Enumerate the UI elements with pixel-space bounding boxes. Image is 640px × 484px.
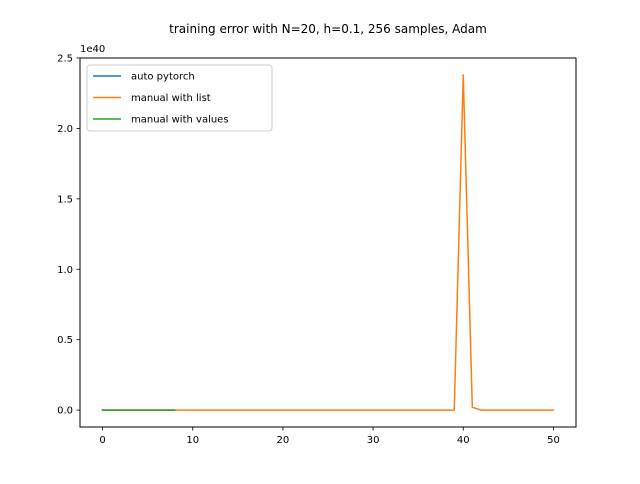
x-tick-label: 30 (367, 435, 380, 446)
axes-frame (79, 57, 577, 428)
x-tick-label: 0 (99, 435, 105, 446)
legend-label: manual with list (131, 93, 211, 104)
legend-label: auto pytorch (131, 72, 195, 83)
y-tick-label: 1.0 (57, 265, 73, 276)
legend: auto pytorch manual with list manual with … (86, 64, 273, 132)
legend-label: manual with values (131, 115, 229, 126)
y-tick-label: 2.0 (57, 124, 73, 135)
chart-title: training error with N=20, h=0.1, 256 sam… (169, 22, 487, 36)
y-tick-label: 1.5 (57, 194, 73, 205)
y-axis-ticks: 0.0 0.5 1.0 1.5 2.0 2.5 (57, 54, 80, 417)
x-tick-label: 40 (457, 435, 470, 446)
series-line-manual-with-list (101, 74, 555, 411)
legend-box (86, 64, 273, 132)
plot-lines (101, 74, 555, 411)
x-tick-label: 10 (186, 435, 199, 446)
y-tick-label: 0.5 (57, 335, 73, 346)
y-tick-label: 0.0 (57, 406, 73, 417)
legend-entries: auto pytorch manual with list manual with … (93, 72, 229, 126)
y-offset-label: 1e40 (80, 44, 105, 55)
y-tick-label: 2.5 (57, 54, 73, 65)
x-tick-label: 20 (277, 435, 290, 446)
x-tick-label: 50 (547, 435, 560, 446)
x-axis-ticks: 0 10 20 30 40 50 (99, 427, 560, 446)
